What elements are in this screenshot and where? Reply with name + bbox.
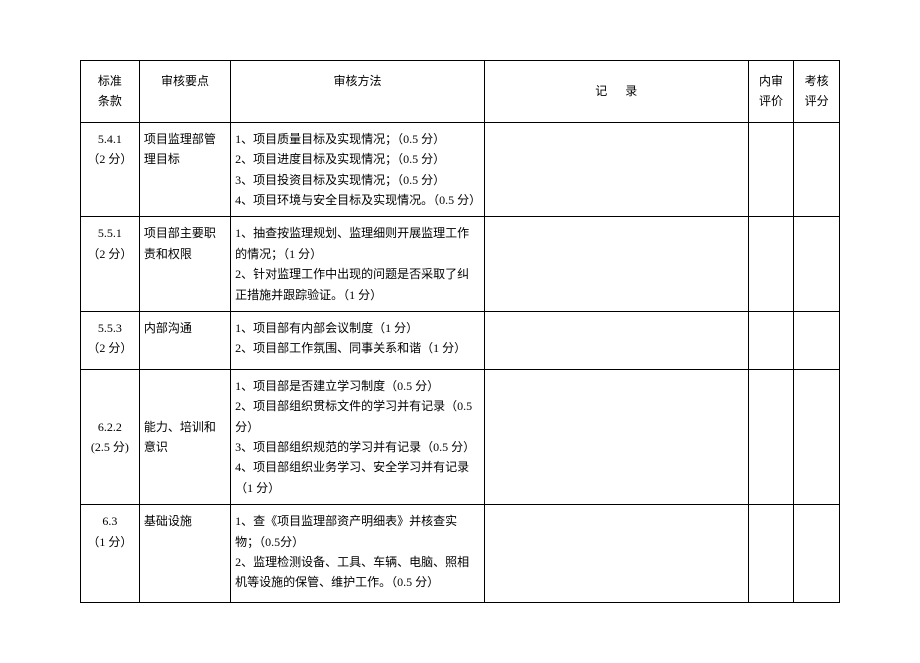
table-row: 5.5.3 （2 分） 内部沟通 1、项目部有内部会议制度（1 分）2、项目部工… [81,311,840,369]
header-eval: 内审评价 [748,61,794,123]
table-header-row: 标准条款 审核要点 审核方法 记 录 内审评价 考核评分 [81,61,840,123]
table-row: 6.2.2 (2.5 分) 能力、培训和意识 1、项目部是否建立学习制度（0.5… [81,369,840,504]
clause-points: （1 分） [83,532,137,552]
cell-method: 1、项目部是否建立学习制度（0.5 分）2、项目部组织贯标文件的学习并有记录（0… [231,369,485,504]
cell-clause: 5.5.1 （2 分） [81,217,140,312]
cell-keypoint: 项目监理部管理目标 [139,122,230,217]
header-score: 考核评分 [794,61,840,123]
header-record: 记 录 [484,61,748,123]
cell-eval [748,122,794,217]
cell-keypoint: 基础设施 [139,505,230,603]
header-clause: 标准条款 [81,61,140,123]
cell-score [794,217,840,312]
cell-method: 1、项目部有内部会议制度（1 分）2、项目部工作氛围、同事关系和谐（1 分） [231,311,485,369]
clause-points: （2 分） [83,149,137,169]
cell-method: 1、查《项目监理部资产明细表》并核查实物；（0.5分）2、监理检测设备、工具、车… [231,505,485,603]
audit-table: 标准条款 审核要点 审核方法 记 录 内审评价 考核评分 5.4.1 （2 分）… [80,60,840,603]
clause-points: （2 分） [83,244,137,264]
table-body: 5.4.1 （2 分） 项目监理部管理目标 1、项目质量目标及实现情况；（0.5… [81,122,840,602]
header-record-char1: 记 [595,84,607,98]
cell-eval [748,369,794,504]
cell-score [794,311,840,369]
cell-eval [748,505,794,603]
cell-record [484,217,748,312]
cell-eval [748,217,794,312]
cell-clause: 5.5.3 （2 分） [81,311,140,369]
cell-keypoint: 内部沟通 [139,311,230,369]
clause-points: （2 分） [83,338,137,358]
cell-clause: 6.2.2 (2.5 分) [81,369,140,504]
clause-number: 5.4.1 [83,129,137,149]
cell-eval [748,311,794,369]
cell-score [794,505,840,603]
table-row: 6.3 （1 分） 基础设施 1、查《项目监理部资产明细表》并核查实物；（0.5… [81,505,840,603]
cell-record [484,505,748,603]
cell-record [484,122,748,217]
cell-method: 1、项目质量目标及实现情况；（0.5 分）2、项目进度目标及实现情况；（0.5 … [231,122,485,217]
table-row: 5.4.1 （2 分） 项目监理部管理目标 1、项目质量目标及实现情况；（0.5… [81,122,840,217]
clause-number: 6.2.2 [83,417,137,437]
cell-keypoint: 能力、培训和意识 [139,369,230,504]
cell-keypoint: 项目部主要职责和权限 [139,217,230,312]
header-method: 审核方法 [231,61,485,123]
cell-clause: 5.4.1 （2 分） [81,122,140,217]
cell-clause: 6.3 （1 分） [81,505,140,603]
cell-method: 1、抽查按监理规划、监理细则开展监理工作的情况；（1 分）2、针对监理工作中出现… [231,217,485,312]
header-keypoint: 审核要点 [139,61,230,123]
cell-record [484,369,748,504]
cell-record [484,311,748,369]
cell-score [794,122,840,217]
header-record-char2: 录 [625,84,637,98]
clause-number: 6.3 [83,511,137,531]
clause-number: 5.5.3 [83,318,137,338]
table-row: 5.5.1 （2 分） 项目部主要职责和权限 1、抽查按监理规划、监理细则开展监… [81,217,840,312]
clause-points: (2.5 分) [83,437,137,457]
cell-score [794,369,840,504]
clause-number: 5.5.1 [83,223,137,243]
